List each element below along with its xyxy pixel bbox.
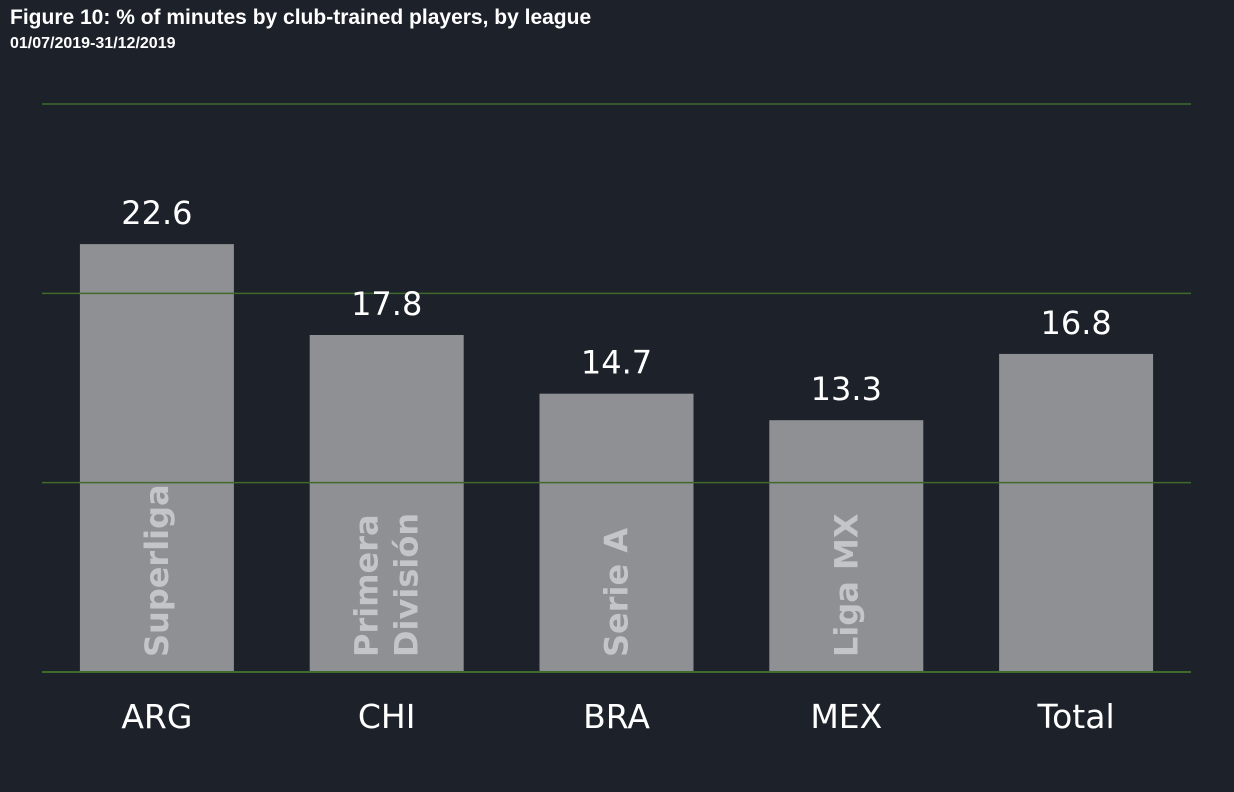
bar-inner-label: Serie A <box>598 528 636 657</box>
bar-mex <box>769 420 924 672</box>
x-tick-label: BRA <box>583 697 650 736</box>
x-tick-label: ARG <box>121 697 192 736</box>
chart-subtitle: 01/07/2019-31/12/2019 <box>10 35 176 52</box>
bar-arg <box>79 244 234 672</box>
data-label: 17.8 <box>351 285 422 323</box>
bar-bra <box>539 393 694 672</box>
x-tick-label: Total <box>1037 697 1115 736</box>
chart-title: Figure 10: % of minutes by club-trained … <box>10 6 592 29</box>
bar-chi <box>309 334 464 672</box>
bar-total <box>999 353 1154 672</box>
bar-inner-label: Primera <box>348 514 386 657</box>
data-label: 16.8 <box>1040 304 1111 342</box>
bar-inner-label: División <box>388 513 426 657</box>
data-label: 22.6 <box>121 194 192 232</box>
bar-inner-label: Superliga <box>138 484 176 657</box>
x-tick-label: CHI <box>358 697 416 736</box>
bar-inner-label: Liga MX <box>827 513 865 657</box>
data-label: 14.7 <box>581 344 652 382</box>
x-tick-label: MEX <box>810 697 882 736</box>
data-label: 13.3 <box>811 370 882 408</box>
